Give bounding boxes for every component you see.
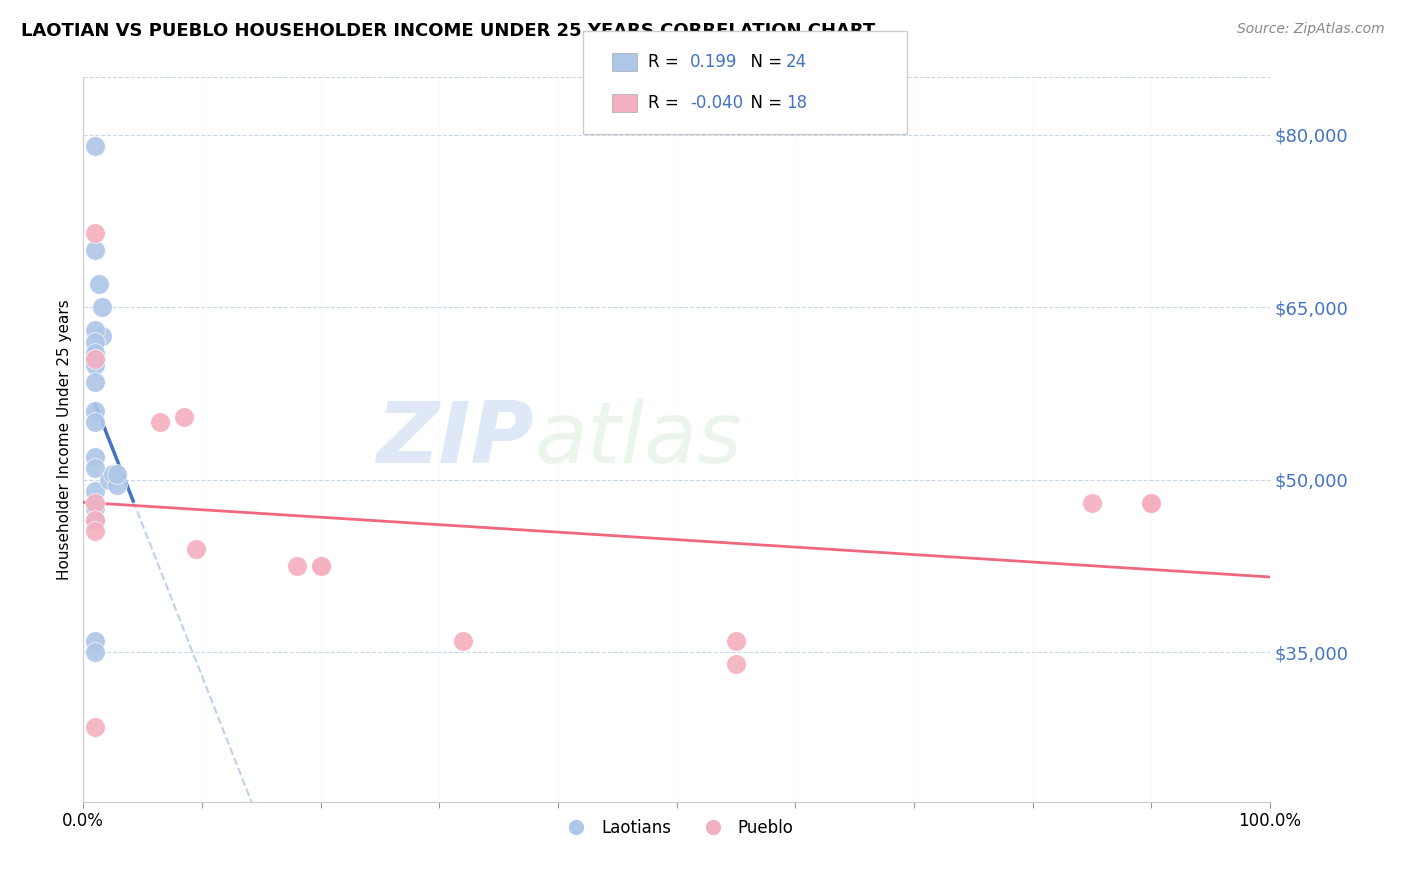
Text: Source: ZipAtlas.com: Source: ZipAtlas.com — [1237, 22, 1385, 37]
Text: 0.199: 0.199 — [690, 53, 738, 70]
Point — [91, 329, 114, 343]
Point — [84, 139, 107, 153]
Point — [84, 461, 107, 475]
Point — [451, 633, 474, 648]
Point — [98, 473, 121, 487]
Point — [105, 467, 128, 481]
Text: LAOTIAN VS PUEBLO HOUSEHOLDER INCOME UNDER 25 YEARS CORRELATION CHART: LAOTIAN VS PUEBLO HOUSEHOLDER INCOME UND… — [21, 22, 876, 40]
Text: N =: N = — [740, 53, 787, 70]
Point — [84, 496, 107, 510]
Point — [84, 513, 107, 527]
Point — [84, 323, 107, 337]
Y-axis label: Householder Income Under 25 years: Householder Income Under 25 years — [58, 299, 72, 580]
Point — [84, 645, 107, 659]
Point — [84, 513, 107, 527]
Point — [84, 243, 107, 257]
Point — [84, 375, 107, 389]
Point — [84, 352, 107, 367]
Point — [309, 558, 332, 573]
Point — [724, 633, 747, 648]
Legend: Laotians, Pueblo: Laotians, Pueblo — [553, 813, 800, 844]
Point — [84, 633, 107, 648]
Point — [84, 226, 107, 240]
Point — [84, 415, 107, 429]
Point — [84, 524, 107, 539]
Point — [84, 352, 107, 367]
Text: 18: 18 — [786, 95, 807, 112]
Point — [84, 404, 107, 418]
Point — [84, 484, 107, 499]
Text: R =: R = — [648, 95, 685, 112]
Text: -0.040: -0.040 — [690, 95, 744, 112]
Point — [101, 467, 124, 481]
Point — [105, 478, 128, 492]
Point — [84, 450, 107, 464]
Point — [285, 558, 308, 573]
Point — [1081, 496, 1104, 510]
Point — [1140, 496, 1163, 510]
Point — [1140, 496, 1163, 510]
Text: 24: 24 — [786, 53, 807, 70]
Text: atlas: atlas — [534, 398, 742, 481]
Point — [184, 541, 207, 556]
Point — [724, 657, 747, 671]
Text: R =: R = — [648, 53, 685, 70]
Text: N =: N = — [740, 95, 787, 112]
Point — [84, 334, 107, 349]
Point — [149, 415, 172, 429]
Point — [84, 501, 107, 516]
Point — [84, 720, 107, 734]
Point — [84, 358, 107, 372]
Point — [91, 301, 114, 315]
Point — [87, 277, 110, 292]
Point — [173, 409, 195, 424]
Point — [309, 558, 332, 573]
Point — [84, 346, 107, 360]
Text: ZIP: ZIP — [377, 398, 534, 481]
